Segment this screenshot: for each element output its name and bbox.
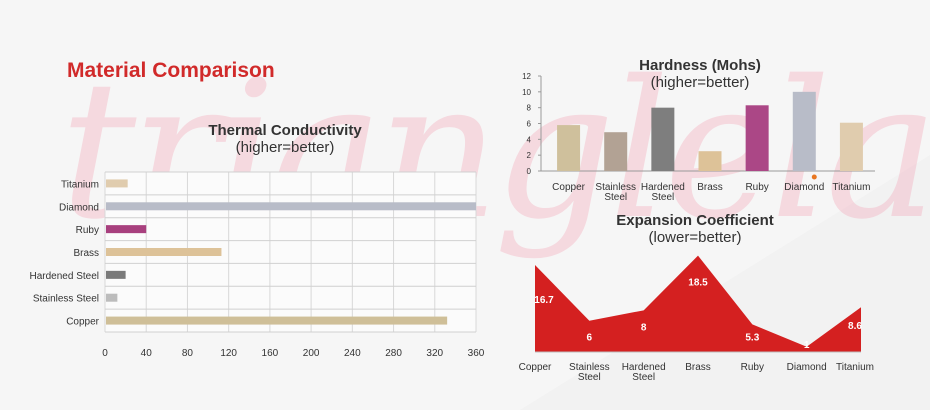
expansion-area <box>535 255 861 352</box>
page-title: Material Comparison <box>67 59 275 82</box>
expansion-data-label-diamond: 1 <box>804 340 810 351</box>
expansion-data-label-copper: 16.7 <box>534 295 554 306</box>
hardness-title-block: Hardness (Mohs) (higher=better) <box>600 57 800 91</box>
expansion-chart-subtitle: (lower=better) <box>648 229 742 246</box>
expansion-category-label-brass: Brass <box>685 362 711 373</box>
expansion-category-label-stainless-steel: Stainless Steel <box>569 362 610 383</box>
expansion-data-label-titanium: 8.6 <box>848 321 862 332</box>
hardness-category-label-copper: Copper <box>552 182 585 193</box>
hardness-orange-dot-marker <box>811 174 817 180</box>
hardness-chart-title: Hardness (Mohs) <box>639 57 761 74</box>
hardness-category-label-brass: Brass <box>697 182 723 193</box>
thermal-x-tick-120: 120 <box>220 348 237 359</box>
thermal-category-label-ruby: Ruby <box>76 225 99 236</box>
thermal-title-block: Thermal Conductivity (higher=better) <box>185 122 385 156</box>
thermal-bar-brass <box>106 248 222 256</box>
expansion-category-label-ruby: Ruby <box>741 362 764 373</box>
hardness-y-tick-10: 10 <box>522 88 531 97</box>
expansion-data-label-hardened-steel: 8 <box>641 322 647 333</box>
thermal-bar-copper <box>106 316 448 325</box>
thermal-category-label-hardened-steel: Hardened Steel <box>30 271 100 282</box>
hardness-bar-stainless-steel <box>604 132 628 171</box>
thermal-bar-ruby <box>106 225 147 234</box>
hardness-category-label-ruby: Ruby <box>745 182 768 193</box>
expansion-category-label-copper: Copper <box>519 362 552 373</box>
thermal-chart-title: Thermal Conductivity <box>208 122 362 139</box>
expansion-chart-title: Expansion Coefficient <box>616 212 774 229</box>
hardness-y-tick-12: 12 <box>522 72 531 81</box>
hardness-y-tick-4: 4 <box>527 135 532 144</box>
thermal-category-label-copper: Copper <box>66 317 99 328</box>
thermal-x-tick-40: 40 <box>141 348 153 359</box>
hardness-bar-brass <box>698 151 722 171</box>
hardness-bar-hardened-steel <box>651 107 675 171</box>
hardness-category-label-diamond: Diamond <box>784 182 824 193</box>
expansion-category-label-hardened-steel: Hardened Steel <box>622 362 666 383</box>
hardness-category-label-hardened-steel: Hardened Steel <box>641 182 685 203</box>
hardness-chart-subtitle: (higher=better) <box>650 74 750 91</box>
expansion-data-label-stainless-steel: 6 <box>587 333 593 344</box>
expansion-data-label-ruby: 5.3 <box>745 332 759 343</box>
thermal-bar-diamond <box>106 202 476 211</box>
hardness-bar-titanium <box>839 122 863 171</box>
thermal-category-label-stainless-steel: Stainless Steel <box>33 294 99 305</box>
expansion-category-label-titanium: Titanium <box>836 362 874 373</box>
thermal-category-label-titanium: Titanium <box>61 179 99 190</box>
thermal-x-tick-0: 0 <box>102 348 108 359</box>
thermal-category-label-diamond: Diamond <box>59 202 99 213</box>
thermal-bar-hardened-steel <box>106 270 126 279</box>
thermal-x-tick-200: 200 <box>303 348 320 359</box>
hardness-category-label-stainless-steel: Stainless Steel <box>595 182 636 203</box>
hardness-y-tick-2: 2 <box>527 151 532 160</box>
thermal-x-tick-240: 240 <box>344 348 361 359</box>
hardness-y-tick-8: 8 <box>527 104 532 113</box>
expansion-title-block: Expansion Coefficient (lower=better) <box>595 212 795 246</box>
hardness-bar-copper <box>557 125 581 171</box>
thermal-x-tick-360: 360 <box>468 348 485 359</box>
hardness-y-tick-0: 0 <box>527 167 532 176</box>
hardness-y-tick-6: 6 <box>527 120 532 129</box>
thermal-bar-titanium <box>106 179 128 188</box>
thermal-x-tick-320: 320 <box>426 348 443 359</box>
thermal-x-tick-80: 80 <box>182 348 194 359</box>
hardness-bar-ruby <box>745 105 769 171</box>
thermal-x-tick-280: 280 <box>385 348 402 359</box>
expansion-category-label-diamond: Diamond <box>787 362 827 373</box>
expansion-data-label-brass: 18.5 <box>688 278 708 289</box>
thermal-bar-stainless-steel <box>106 293 118 302</box>
hardness-bar-diamond <box>792 91 816 171</box>
hardness-category-label-titanium: Titanium <box>832 182 870 193</box>
thermal-x-tick-160: 160 <box>262 348 279 359</box>
thermal-chart-subtitle: (higher=better) <box>235 139 335 156</box>
thermal-category-label-brass: Brass <box>73 248 99 259</box>
